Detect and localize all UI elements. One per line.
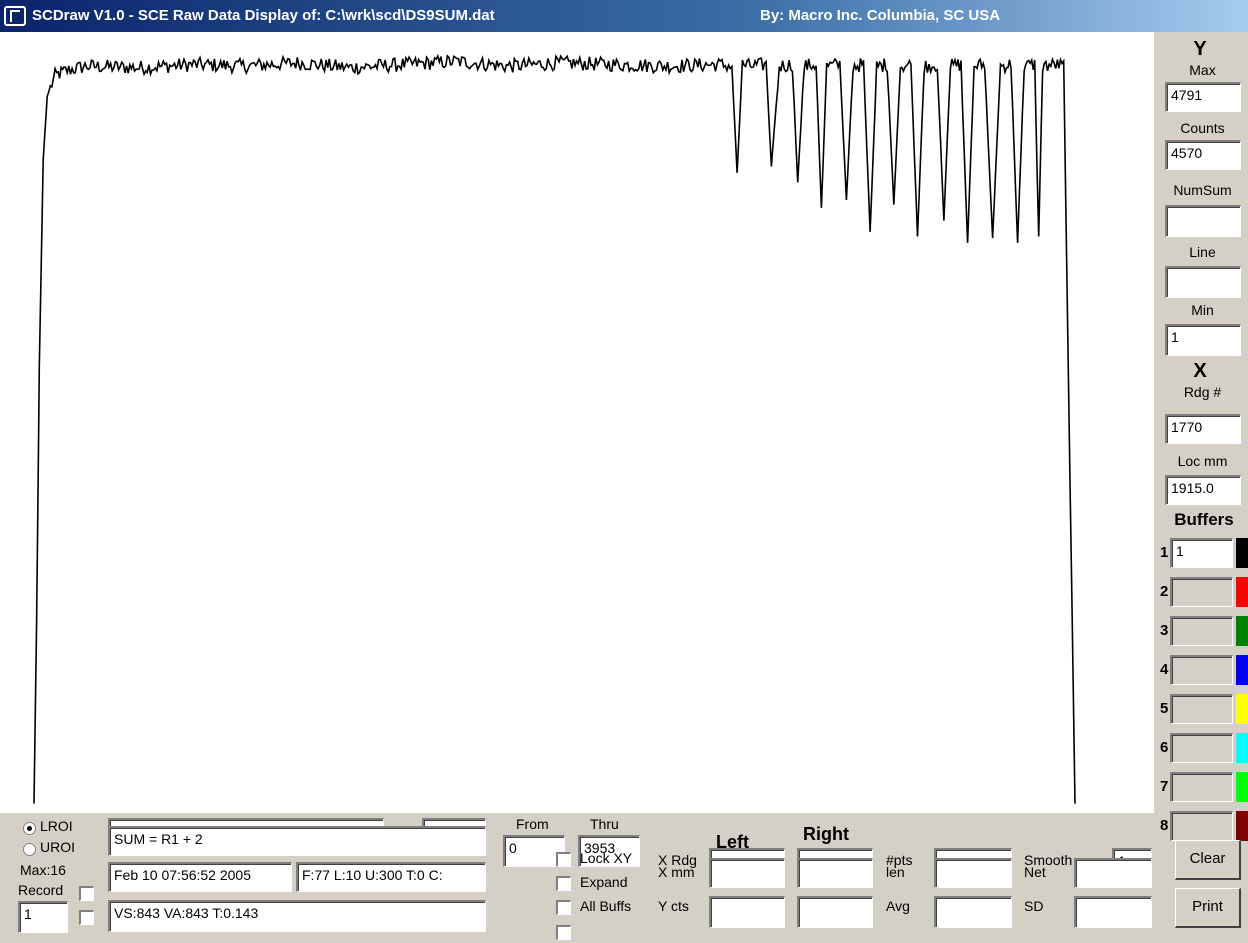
buffer-field[interactable] — [1170, 694, 1233, 724]
plot-area[interactable] — [0, 32, 1154, 813]
buffers-label: Buffers — [1174, 510, 1234, 529]
rdg-field[interactable]: 1770 — [1165, 414, 1241, 444]
buffer-color-swatch[interactable] — [1236, 655, 1248, 685]
x-axis-header: X — [1193, 360, 1207, 382]
expand-checkbox[interactable] — [556, 876, 571, 891]
extra-checkbox[interactable] — [556, 925, 571, 940]
clear-button[interactable]: Clear — [1175, 840, 1241, 880]
buffer-color-swatch[interactable] — [1236, 733, 1248, 763]
smooth-label: Smooth — [1024, 852, 1073, 868]
xmm-left-field[interactable] — [709, 858, 785, 888]
counts-label: Counts — [1180, 120, 1225, 136]
buffer-color-swatch[interactable] — [1236, 772, 1248, 802]
avg-field[interactable] — [934, 896, 1012, 928]
thru-field[interactable]: 3953 — [578, 835, 640, 867]
buffer-color-swatch[interactable] — [1236, 694, 1248, 724]
xmm-right-field[interactable] — [797, 858, 873, 888]
right-header: Right — [803, 824, 849, 844]
thru-label: Thru — [590, 816, 619, 832]
ycts-right-field[interactable] — [797, 896, 873, 928]
lockxy-checkbox[interactable] — [556, 852, 571, 867]
min-label: Min — [1191, 302, 1214, 318]
loc-mm-label: Loc mm — [1177, 453, 1228, 469]
line-field[interactable] — [1165, 266, 1241, 298]
record-checkbox-2[interactable] — [79, 910, 94, 925]
lroi-label: LROI — [40, 818, 73, 834]
buffer-number: 3 — [1160, 622, 1169, 639]
net-label: Net — [1024, 864, 1046, 880]
numsum-field[interactable] — [1165, 205, 1241, 237]
buffer-number: 4 — [1160, 661, 1169, 678]
ycts-label: Y cts — [658, 898, 689, 914]
allbuffs-label: All Buffs — [580, 898, 632, 914]
buffer-number: 1 — [1160, 544, 1169, 561]
params-field[interactable]: F:77 L:10 U:300 T:0 C: — [296, 862, 486, 892]
buffer-field[interactable] — [1170, 811, 1233, 841]
counts-field[interactable]: 4570 — [1165, 140, 1241, 170]
loc-mm-field[interactable]: 1915.0 — [1165, 475, 1241, 505]
buffer-color-swatch[interactable] — [1236, 616, 1248, 646]
print-button[interactable]: Print — [1175, 888, 1241, 928]
allbuffs-checkbox[interactable] — [556, 900, 571, 915]
date-field[interactable]: Feb 10 07:56:52 2005 — [108, 862, 292, 892]
max-count-text: Max:16 — [20, 862, 66, 878]
max-field[interactable]: 4791 — [1165, 82, 1241, 112]
window-title: SCDraw V1.0 - SCE Raw Data Display of: C… — [32, 7, 495, 24]
line-label: Line — [1189, 244, 1216, 260]
sd-label: SD — [1024, 898, 1044, 914]
npts-label: #pts — [886, 852, 913, 868]
record-checkbox-1[interactable] — [79, 886, 94, 901]
avg-label: Avg — [886, 898, 910, 914]
buffer-color-swatch[interactable] — [1236, 538, 1248, 568]
buffer-number: 7 — [1160, 778, 1169, 795]
min-field[interactable]: 1 — [1165, 324, 1241, 356]
app-icon[interactable] — [4, 6, 26, 26]
series-line-1 — [33, 53, 1076, 804]
uroi-radio[interactable] — [23, 843, 36, 856]
xmm-label: X mm — [658, 864, 695, 880]
y-axis-header: Y — [1193, 38, 1207, 60]
left-header: Left — [716, 832, 749, 852]
sum-field[interactable]: SUM = R1 + 2 — [108, 826, 486, 856]
expand-label: Expand — [580, 874, 628, 890]
numsum-label: NumSum — [1173, 182, 1232, 198]
xrdg-label: X Rdg — [658, 852, 697, 868]
len-label: len — [886, 864, 905, 880]
buffer-field[interactable] — [1170, 733, 1233, 763]
buffer-field[interactable] — [1170, 772, 1233, 802]
rdg-label: Rdg # — [1183, 384, 1222, 400]
record-label: Record — [18, 882, 64, 898]
buffer-number: 8 — [1160, 817, 1169, 834]
buffer-number: 5 — [1160, 700, 1169, 717]
buffer-color-swatch[interactable] — [1236, 811, 1248, 841]
lroi-radio[interactable] — [23, 822, 36, 835]
buffer-field[interactable] — [1170, 655, 1233, 685]
chart-svg — [33, 53, 1076, 804]
record-field[interactable]: 1 — [18, 901, 68, 933]
from-field[interactable]: 0 — [503, 835, 565, 867]
buffer-color-swatch[interactable] — [1236, 577, 1248, 607]
max-label: Max — [1189, 62, 1216, 78]
buffer-field[interactable]: 1 — [1170, 538, 1233, 568]
net-field[interactable] — [1074, 858, 1152, 888]
from-label: From — [516, 816, 549, 832]
sd-field[interactable] — [1074, 896, 1152, 928]
buffer-number: 6 — [1160, 739, 1169, 756]
lockxy-label: Lock XY — [580, 850, 633, 866]
buffer-field[interactable] — [1170, 577, 1233, 607]
vs-field[interactable]: VS:843 VA:843 T:0.143 — [108, 900, 486, 932]
title-bar[interactable]: SCDraw V1.0 - SCE Raw Data Display of: C… — [0, 0, 1248, 32]
len-field[interactable] — [934, 858, 1012, 888]
author-credit: By: Macro Inc. Columbia, SC USA — [760, 7, 1001, 24]
uroi-label: UROI — [40, 839, 75, 855]
ycts-left-field[interactable] — [709, 896, 785, 928]
buffer-field[interactable] — [1170, 616, 1233, 646]
buffer-number: 2 — [1160, 583, 1169, 600]
